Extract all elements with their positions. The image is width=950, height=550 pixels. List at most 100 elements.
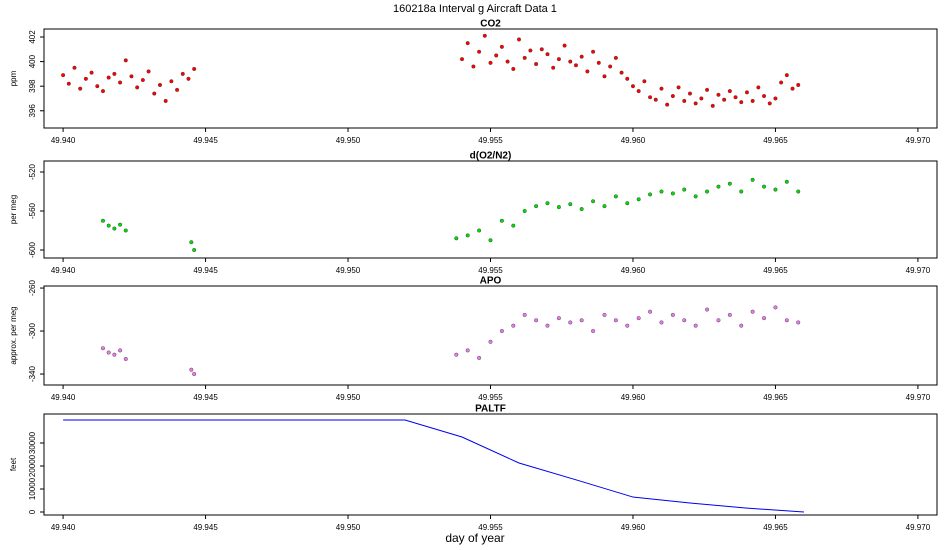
point xyxy=(750,309,755,314)
x-tick-label: 49.945 xyxy=(193,523,218,532)
panel-title: CO2 xyxy=(480,19,501,30)
plot-frame xyxy=(43,28,938,129)
point xyxy=(710,103,715,108)
point xyxy=(613,318,618,323)
point xyxy=(511,223,516,228)
point xyxy=(630,84,635,89)
x-tick-label: 49.945 xyxy=(193,136,218,145)
point xyxy=(648,192,653,197)
point xyxy=(123,356,128,361)
point xyxy=(488,339,493,344)
point xyxy=(477,49,482,54)
point xyxy=(482,33,487,38)
point xyxy=(192,66,197,71)
y-axis-label: feet xyxy=(9,457,18,471)
plot-frame xyxy=(43,160,938,259)
x-tick-label: 49.955 xyxy=(478,393,503,402)
plot-frame xyxy=(43,413,938,516)
point xyxy=(118,348,123,353)
point xyxy=(762,316,767,321)
point xyxy=(551,65,556,70)
plot-frame xyxy=(43,285,938,386)
point xyxy=(568,320,573,325)
point xyxy=(625,76,630,81)
point xyxy=(180,71,185,76)
x-tick-label: 49.960 xyxy=(621,136,646,145)
point xyxy=(727,181,732,186)
point xyxy=(163,98,168,103)
point xyxy=(602,74,607,79)
x-tick-label: 49.950 xyxy=(336,136,361,145)
x-tick-label: 49.955 xyxy=(478,136,503,145)
y-tick-label: 30000 xyxy=(28,431,37,454)
point xyxy=(123,228,128,233)
x-tick-label: 49.955 xyxy=(478,266,503,275)
point xyxy=(112,226,117,231)
point xyxy=(773,96,778,101)
point xyxy=(750,177,755,182)
point xyxy=(112,352,117,357)
y-tick-label: -340 xyxy=(28,365,37,382)
y-tick-label: -600 xyxy=(28,241,37,258)
point xyxy=(545,323,550,328)
x-tick-label: 49.940 xyxy=(51,523,76,532)
point xyxy=(762,184,767,189)
point xyxy=(454,352,459,357)
x-axis-label: day of year xyxy=(445,531,504,545)
point xyxy=(146,69,151,74)
point xyxy=(784,318,789,323)
point xyxy=(790,86,795,91)
point xyxy=(488,238,493,243)
point xyxy=(636,316,641,321)
x-tick-label: 49.950 xyxy=(336,393,361,402)
y-tick-label: -300 xyxy=(28,322,37,339)
point xyxy=(157,82,162,87)
point xyxy=(659,86,664,91)
point xyxy=(796,320,801,325)
y-tick-label: 402 xyxy=(28,30,37,44)
point xyxy=(129,74,134,79)
point xyxy=(722,97,727,102)
point xyxy=(488,60,493,65)
point xyxy=(454,236,459,241)
point xyxy=(796,82,801,87)
x-tick-label: 49.965 xyxy=(763,523,788,532)
x-tick-label: 49.960 xyxy=(621,266,646,275)
point xyxy=(716,92,721,97)
point xyxy=(118,80,123,85)
point xyxy=(499,329,504,334)
series-line xyxy=(63,419,804,513)
x-tick-label: 49.950 xyxy=(336,523,361,532)
point xyxy=(477,228,482,233)
point xyxy=(636,197,641,202)
x-tick-label: 49.965 xyxy=(763,393,788,402)
point xyxy=(653,97,658,102)
y-tick-label: 0 xyxy=(28,509,37,514)
y-tick-label: -560 xyxy=(28,202,37,219)
point xyxy=(511,323,516,328)
point xyxy=(744,90,749,95)
point xyxy=(78,86,83,91)
panel-title: APO xyxy=(480,276,502,287)
point xyxy=(545,52,550,57)
point xyxy=(471,64,476,69)
point xyxy=(733,95,738,100)
point xyxy=(699,96,704,101)
point xyxy=(534,204,539,209)
point xyxy=(106,350,111,355)
point xyxy=(619,70,624,75)
point xyxy=(189,367,194,372)
point xyxy=(670,312,675,317)
point xyxy=(516,37,521,42)
point xyxy=(773,187,778,192)
point xyxy=(123,58,128,63)
point xyxy=(579,54,584,59)
point xyxy=(608,64,613,69)
point xyxy=(591,49,596,54)
point xyxy=(579,318,584,323)
x-tick-label: 49.960 xyxy=(621,393,646,402)
point xyxy=(61,73,66,78)
x-tick-label: 49.965 xyxy=(763,266,788,275)
point xyxy=(705,189,710,194)
y-axis-label: approx. per meg xyxy=(9,306,18,364)
